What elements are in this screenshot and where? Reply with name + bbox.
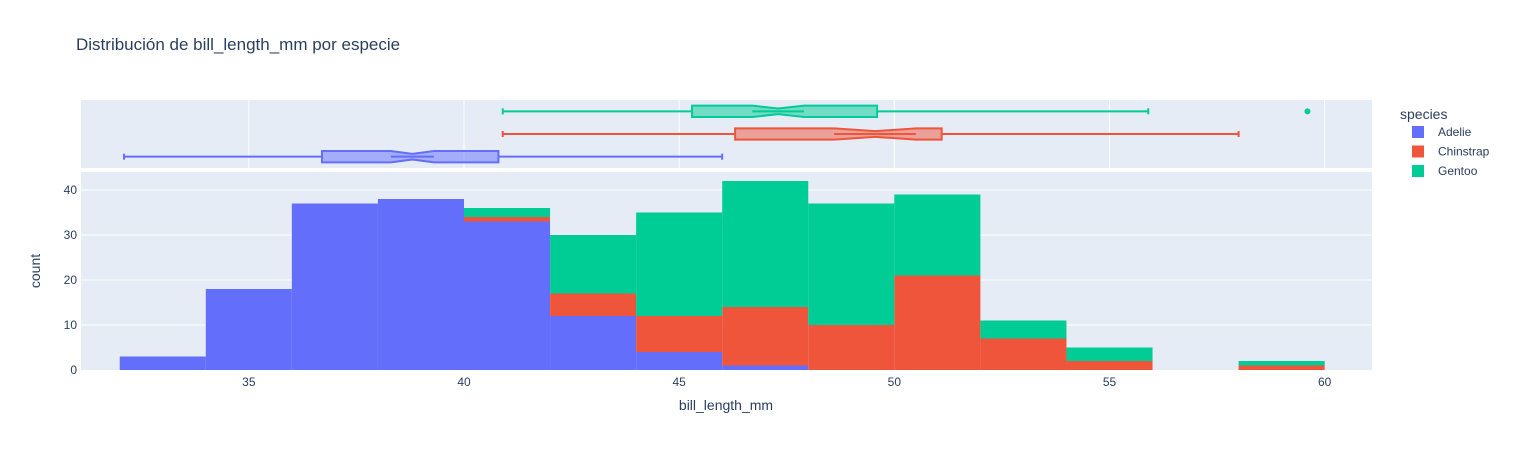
histogram-bar — [1066, 361, 1153, 370]
legend-label: Chinstrap — [1438, 145, 1490, 159]
histogram-bar — [636, 352, 723, 370]
histogram-bar — [894, 194, 981, 276]
histogram-bar — [894, 275, 981, 370]
histogram-bar — [291, 203, 378, 370]
legend-label: Adelie — [1438, 125, 1472, 139]
boxplot — [501, 104, 1311, 118]
x-tick-label: 55 — [1103, 375, 1117, 389]
legend-swatch — [1412, 126, 1424, 138]
y-axis-label: count — [27, 254, 43, 288]
legend-title: species — [1400, 106, 1447, 122]
histogram-bar — [377, 199, 464, 370]
histogram-bar — [808, 203, 895, 325]
x-tick-label: 40 — [457, 375, 471, 389]
histogram-bar — [722, 181, 809, 307]
histogram-bar — [1238, 365, 1325, 370]
histogram-bar — [980, 338, 1067, 370]
legend-swatch — [1412, 145, 1424, 158]
y-tick-label: 20 — [64, 273, 78, 287]
histogram-bar — [722, 365, 809, 370]
x-tick-label: 45 — [672, 375, 686, 389]
boxplot — [123, 150, 724, 164]
boxplot — [501, 127, 1240, 141]
boxplot-outlier — [1304, 108, 1311, 115]
x-tick-label: 50 — [888, 375, 902, 389]
histogram-bar — [463, 208, 551, 217]
histogram-bar — [205, 289, 292, 370]
marginal-boxplots — [123, 104, 1311, 164]
histogram-bar — [550, 235, 637, 294]
histogram-bar — [636, 316, 723, 352]
legend-swatch — [1412, 165, 1424, 177]
histogram-bar — [550, 316, 637, 370]
x-tick-label: 35 — [242, 375, 256, 389]
y-tick-label: 40 — [64, 183, 78, 197]
histogram-bar — [1066, 347, 1153, 361]
x-axis-label: bill_length_mm — [679, 397, 773, 413]
histogram-bar — [463, 217, 551, 222]
y-tick-label: 10 — [64, 318, 78, 332]
histogram-bar — [550, 293, 637, 316]
histogram-bar — [119, 356, 206, 370]
histogram-bar — [1238, 361, 1325, 366]
chart-title: Distribución de bill_length_mm por espec… — [76, 35, 400, 54]
histogram-bar — [808, 325, 895, 370]
y-tick-labels: 0 10 20 30 40 — [64, 183, 78, 377]
x-tick-labels: 35 40 45 50 55 60 — [242, 375, 1332, 389]
legend-label: Gentoo — [1438, 164, 1478, 178]
y-tick-label: 30 — [64, 228, 78, 242]
histogram-bar — [980, 320, 1067, 339]
histogram-bar — [463, 221, 551, 370]
legend: species Adelie Chinstrap Gentoo — [1400, 106, 1490, 178]
x-tick-label: 60 — [1318, 375, 1332, 389]
histogram-bar — [636, 212, 723, 316]
y-tick-label: 0 — [70, 363, 77, 377]
histogram-bar — [722, 307, 809, 366]
histogram-bars — [119, 181, 1325, 370]
